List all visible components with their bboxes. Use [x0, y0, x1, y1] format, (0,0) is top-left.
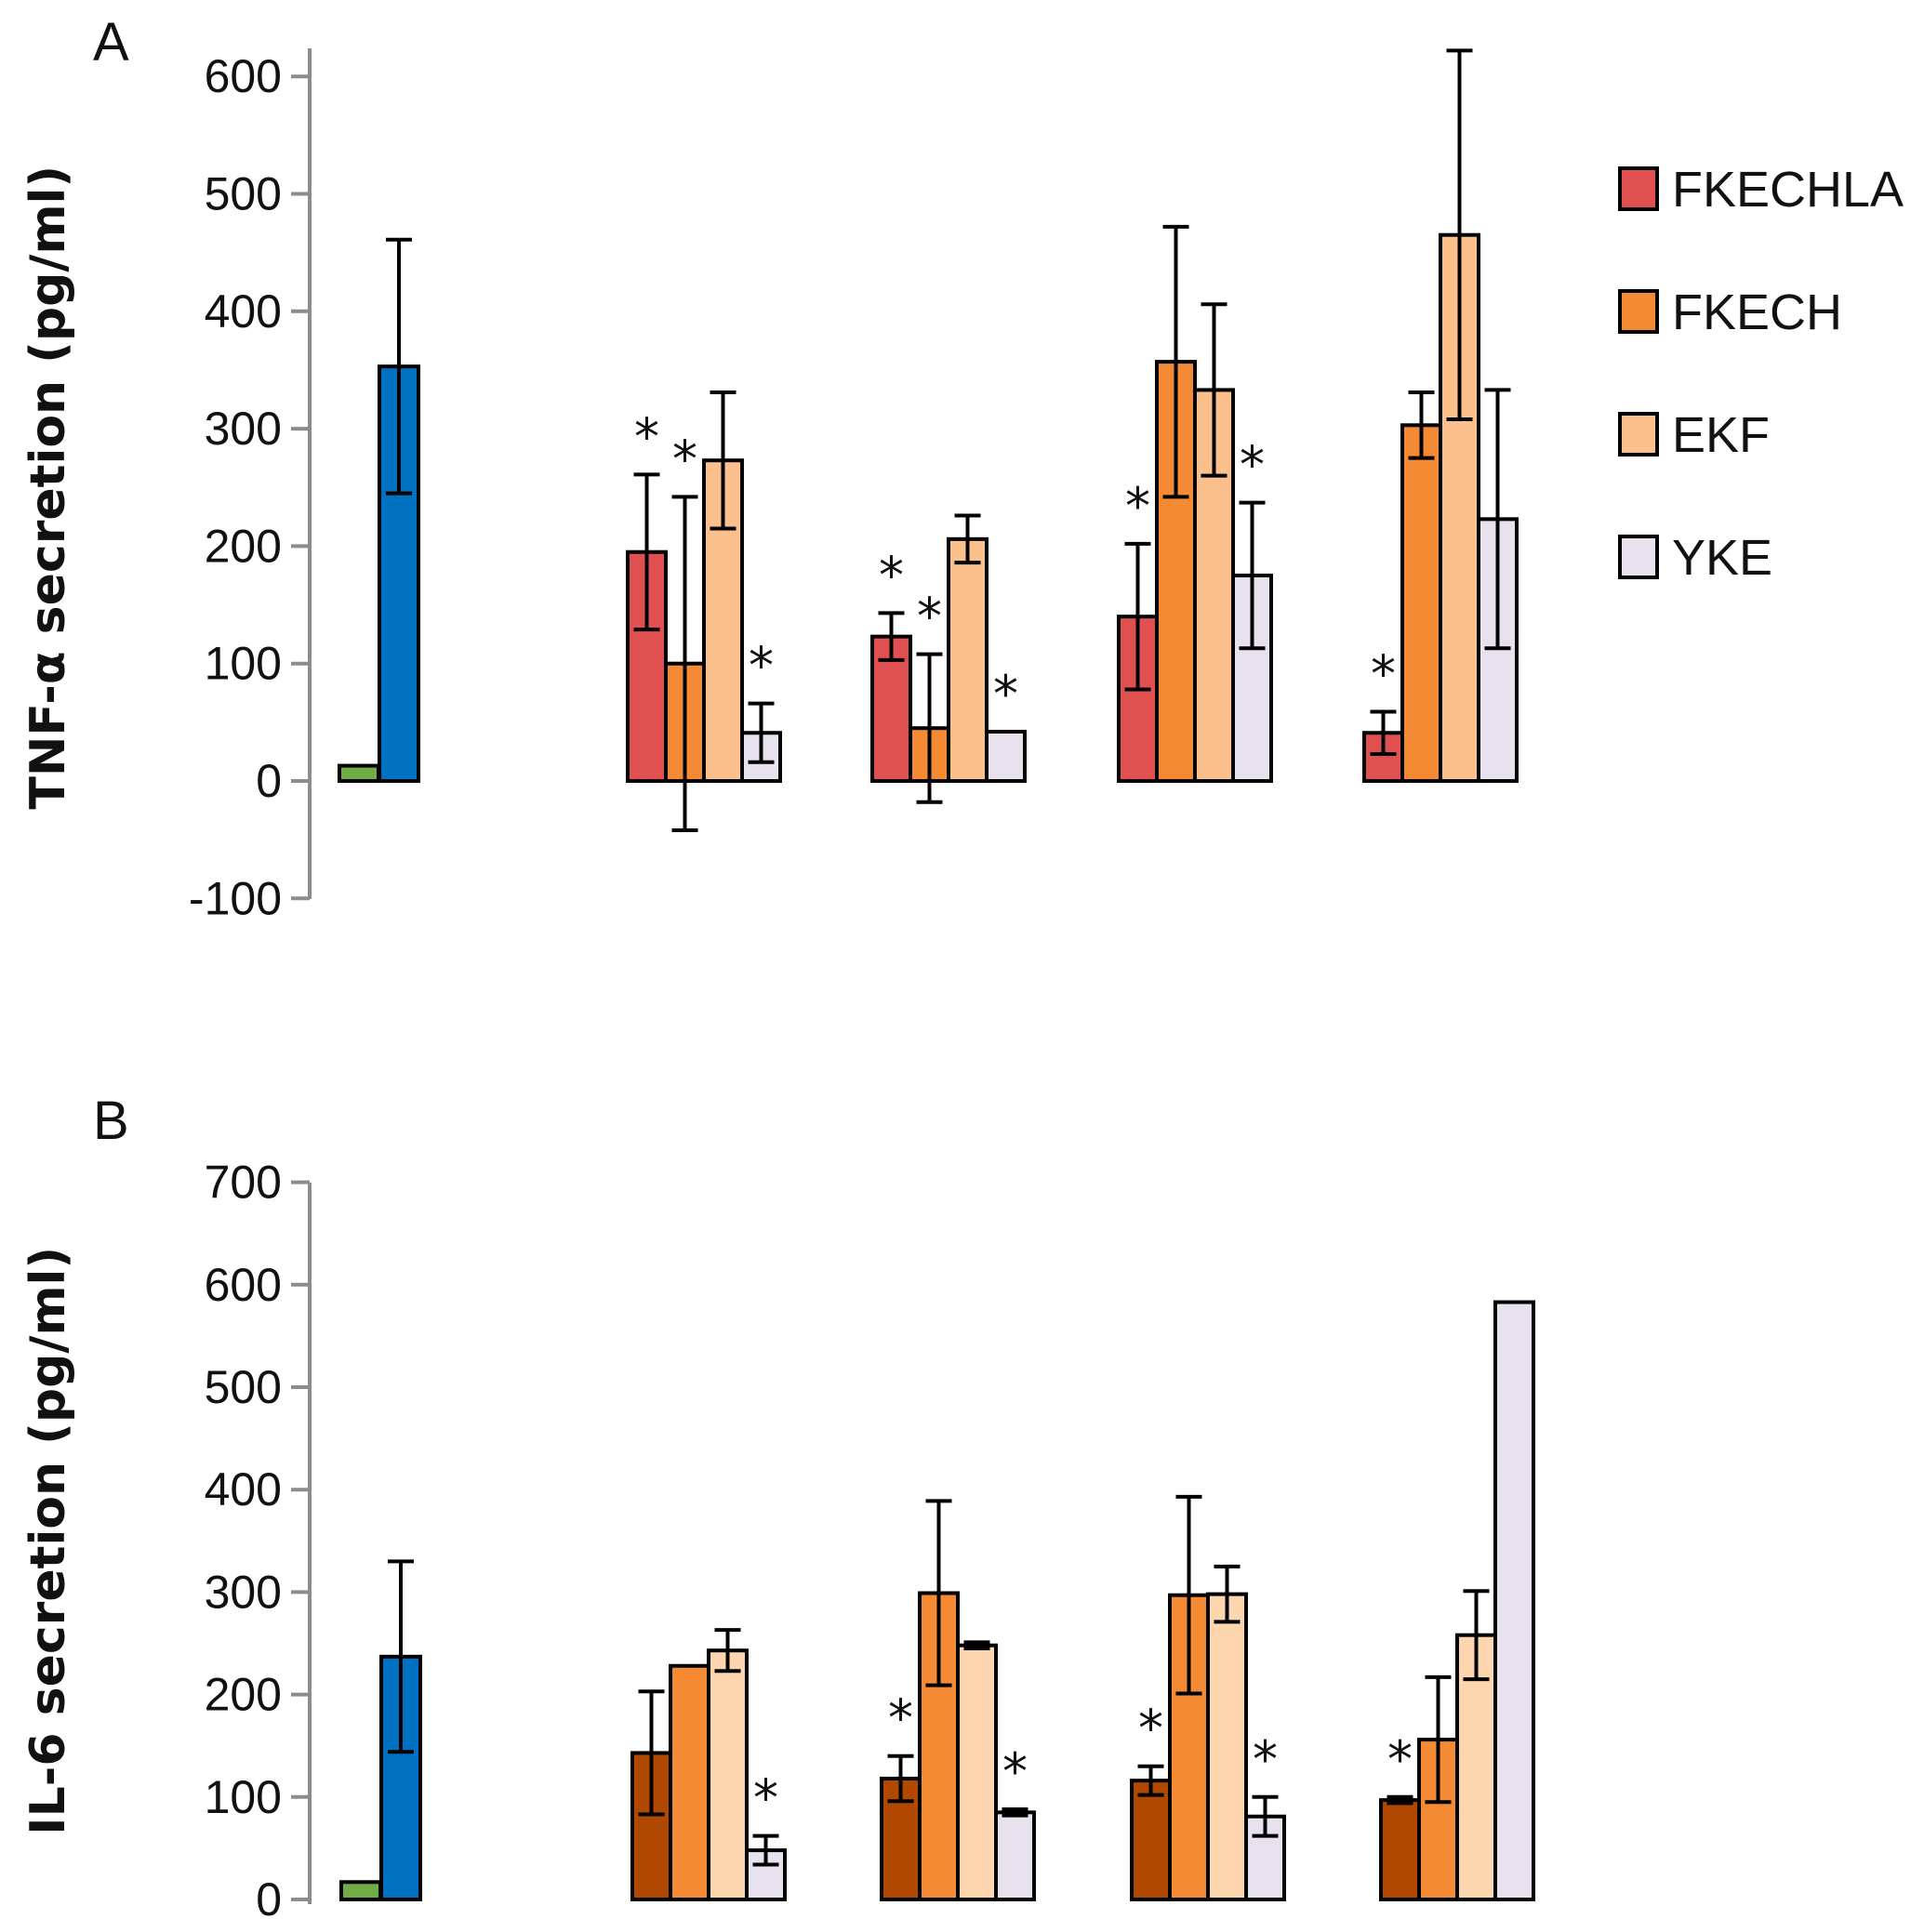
significance-star: * [672, 430, 697, 488]
y-tick-label: 700 [205, 1157, 282, 1209]
panel-b: B 0 100 200 300 400 500 600 700 IL-6 secretion (p… [20, 1091, 1535, 1925]
y-tick-label: 100 [205, 1771, 282, 1823]
legend-label: YKE [1672, 530, 1772, 586]
legend-label: FKECHLA [1672, 162, 1904, 218]
y-tick-label: -100 [189, 872, 282, 924]
y-tick-label: 600 [205, 50, 282, 102]
significance-star: * [1387, 1730, 1413, 1789]
y-tick-label: 300 [205, 1566, 282, 1618]
y-tick-label: 400 [205, 285, 282, 337]
legend-swatch [1618, 412, 1659, 457]
y-tick-label: 600 [205, 1259, 282, 1311]
data-bar [994, 1810, 1036, 1901]
legend-swatch [1618, 289, 1659, 334]
y-tick-label: 400 [205, 1463, 282, 1515]
significance-star: * [749, 637, 774, 695]
significance-star: * [888, 1689, 913, 1748]
panel-label: B [93, 1091, 129, 1151]
control-bar [338, 763, 380, 783]
significance-star: * [1125, 477, 1150, 536]
data-bar [1379, 1798, 1421, 1901]
significance-star: * [1138, 1700, 1163, 1758]
y-tick-label: 0 [256, 1873, 282, 1925]
data-bar [745, 1848, 787, 1902]
data-bar [707, 1648, 749, 1901]
legend: FKECHLA FKECH EKF YKE [1618, 162, 1904, 586]
significance-star: * [1240, 436, 1265, 495]
significance-star: * [1002, 1742, 1028, 1801]
data-bar [985, 729, 1027, 783]
data-bar [1493, 1300, 1535, 1902]
significance-star: * [1371, 644, 1396, 703]
legend-swatch [1618, 535, 1659, 579]
data-bar [1130, 1779, 1172, 1901]
legend-label: EKF [1672, 407, 1770, 463]
data-bar [1400, 423, 1442, 783]
panel-label: A [93, 12, 129, 73]
y-tick-label: 500 [205, 168, 282, 220]
y-tick-label: 0 [256, 755, 282, 807]
legend-label: FKECH [1672, 285, 1842, 340]
y-axis-title: IL-6 secretion (pg/ml) [20, 1247, 76, 1835]
data-bar [1206, 1592, 1248, 1901]
significance-star: * [1253, 1730, 1278, 1789]
y-tick-label: 500 [205, 1361, 282, 1413]
control-bar [339, 1880, 382, 1901]
data-bar [956, 1643, 998, 1901]
y-axis-title: TNF-α secretion (pg/ml) [20, 165, 76, 810]
data-bar [947, 536, 989, 784]
y-tick-label: 200 [205, 520, 282, 572]
significance-star: * [993, 665, 1018, 723]
y-tick-label: 100 [205, 638, 282, 690]
y-tick-label: 300 [205, 403, 282, 455]
legend-swatch [1618, 166, 1659, 211]
significance-star: * [917, 588, 942, 646]
significance-star: * [634, 407, 659, 466]
data-bar [669, 1663, 710, 1902]
panel-a: A -100 0 100 200 300 400 500 600 TNF-α secretion … [20, 12, 1519, 924]
significance-star: * [753, 1769, 778, 1828]
significance-star: * [879, 546, 904, 604]
y-tick-label: 200 [205, 1669, 282, 1721]
